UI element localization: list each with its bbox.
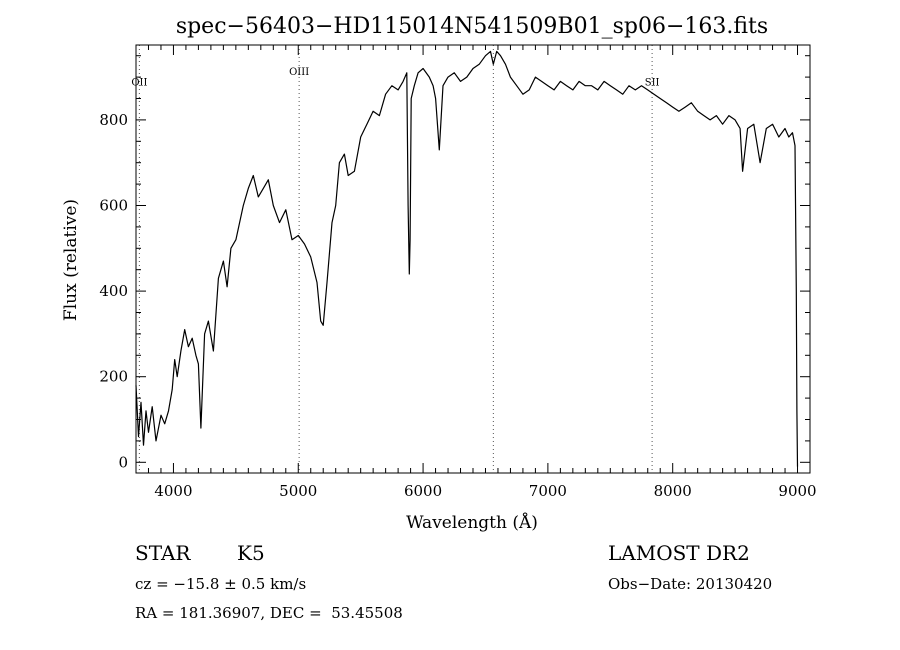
- spectral-subclass: K5: [237, 541, 265, 565]
- spectral-line-label: OII: [131, 78, 147, 89]
- spectral-line-label: OIII: [289, 67, 309, 78]
- y-axis-label: Flux (relative): [61, 199, 81, 321]
- coordinates: RA = 181.36907, DEC = 53.45508: [135, 604, 403, 622]
- observation-date: Obs−Date: 20130420: [608, 575, 773, 593]
- y-tick-label: 0: [118, 453, 128, 471]
- y-tick-label: 800: [99, 111, 128, 129]
- x-tick-label: 6000: [404, 482, 442, 500]
- redshift-cz: cz = −15.8 ± 0.5 km/s: [135, 575, 307, 593]
- x-tick-label: 4000: [154, 482, 192, 500]
- y-tick-label: 400: [99, 282, 128, 300]
- y-axis: 0 200 400 600 800: [99, 55, 810, 471]
- y-tick-label: 600: [99, 197, 128, 215]
- spectral-line-label: SII: [645, 78, 660, 89]
- survey-name: LAMOST DR2: [608, 541, 750, 565]
- chart-title: spec−56403−HD115014N541509B01_sp06−163.f…: [176, 14, 768, 39]
- x-tick-label: 8000: [654, 482, 692, 500]
- x-axis: 4000 5000 6000 7000 8000 9000: [135, 45, 817, 500]
- object-type: STAR: [135, 541, 191, 565]
- x-tick-label: 7000: [529, 482, 567, 500]
- plot-frame: [135, 44, 811, 474]
- x-tick-label: 5000: [279, 482, 317, 500]
- x-tick-label: 9000: [778, 482, 816, 500]
- plot-content: OII OIII SII: [131, 45, 799, 473]
- x-axis-label: Wavelength (Å): [406, 512, 538, 533]
- spectrum-series-line: [135, 50, 799, 467]
- y-tick-label: 200: [99, 368, 128, 386]
